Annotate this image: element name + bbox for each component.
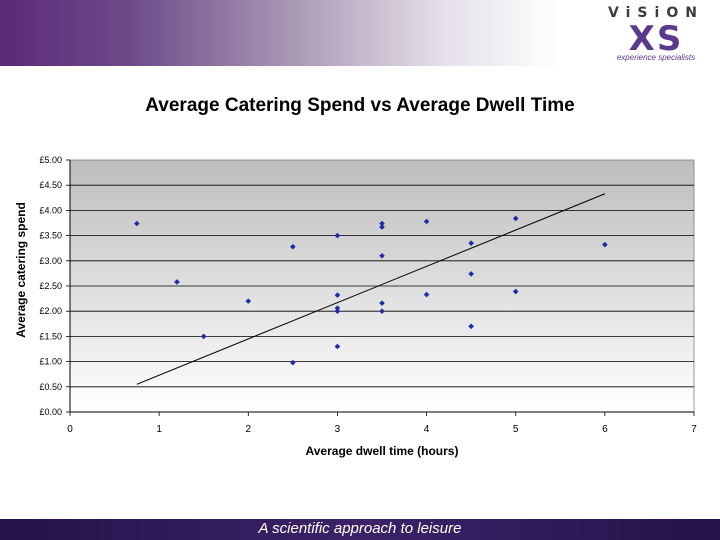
logo-mark: XS bbox=[628, 19, 684, 59]
data-point bbox=[379, 308, 385, 314]
data-point bbox=[379, 220, 385, 227]
y-tick-label: £3.50 bbox=[39, 231, 62, 241]
data-point bbox=[245, 298, 252, 304]
x-tick-label: 1 bbox=[156, 424, 162, 435]
header-banner bbox=[0, 0, 720, 66]
y-axis-label: Average catering spend bbox=[14, 202, 28, 338]
chart-title: Average Catering Spend vs Average Dwell … bbox=[145, 95, 575, 116]
data-point bbox=[134, 220, 140, 227]
footer-tagline: A scientific approach to leisure bbox=[258, 520, 462, 537]
data-point bbox=[423, 291, 430, 298]
x-tick-label: 0 bbox=[67, 424, 73, 435]
data-point bbox=[174, 279, 180, 285]
y-axis-ticks: £0.00 £0.50 £1.00 £1.50 £2.00 £2.50 £3.00 £3.50… bbox=[39, 155, 70, 417]
logo-wordmark: ViSiON bbox=[608, 5, 704, 21]
data-point bbox=[334, 343, 341, 350]
y-tick-label: £3.00 bbox=[39, 256, 62, 266]
data-point bbox=[379, 252, 385, 259]
y-tick-label: £4.50 bbox=[39, 180, 62, 190]
data-point bbox=[379, 224, 385, 230]
data-point bbox=[334, 292, 341, 298]
data-point bbox=[512, 288, 519, 295]
x-axis-ticks: 0 1 2 3 4 5 6 7 bbox=[67, 412, 697, 435]
logo-tagline: experience specialists bbox=[616, 53, 696, 62]
data-point bbox=[468, 240, 474, 246]
y-tick-label: £5.00 bbox=[39, 155, 62, 165]
x-tick-label: 4 bbox=[424, 424, 430, 435]
y-tick-label: £2.00 bbox=[39, 306, 62, 316]
data-point bbox=[423, 218, 430, 225]
x-tick-label: 3 bbox=[335, 424, 341, 435]
y-tick-label: £0.00 bbox=[39, 407, 62, 417]
data-point bbox=[512, 215, 519, 222]
y-tick-label: £4.00 bbox=[39, 205, 62, 215]
x-tick-label: 5 bbox=[513, 424, 519, 435]
y-tick-label: £1.00 bbox=[39, 357, 62, 367]
data-point bbox=[290, 359, 296, 366]
data-point bbox=[334, 232, 341, 239]
x-axis-label: Average dwell time (hours) bbox=[306, 444, 459, 458]
y-tick-label: £0.50 bbox=[39, 382, 62, 392]
data-point bbox=[379, 300, 385, 306]
data-point bbox=[468, 271, 474, 277]
data-point bbox=[334, 305, 341, 311]
x-tick-label: 2 bbox=[246, 424, 252, 435]
y-tick-label: £1.50 bbox=[39, 331, 62, 341]
y-tick-label: £2.50 bbox=[39, 281, 62, 291]
data-point bbox=[468, 323, 474, 330]
x-tick-label: 6 bbox=[602, 424, 608, 435]
data-point bbox=[200, 333, 207, 340]
data-point bbox=[602, 241, 608, 248]
data-point bbox=[334, 308, 341, 314]
footer-bar: A scientific approach to leisure bbox=[0, 519, 720, 540]
data-point bbox=[290, 243, 296, 250]
x-tick-label: 7 bbox=[691, 424, 697, 435]
trendline bbox=[136, 193, 606, 385]
data-points bbox=[134, 215, 608, 366]
vision-xs-logo: ViSiON XS experience specialists bbox=[596, 4, 716, 64]
